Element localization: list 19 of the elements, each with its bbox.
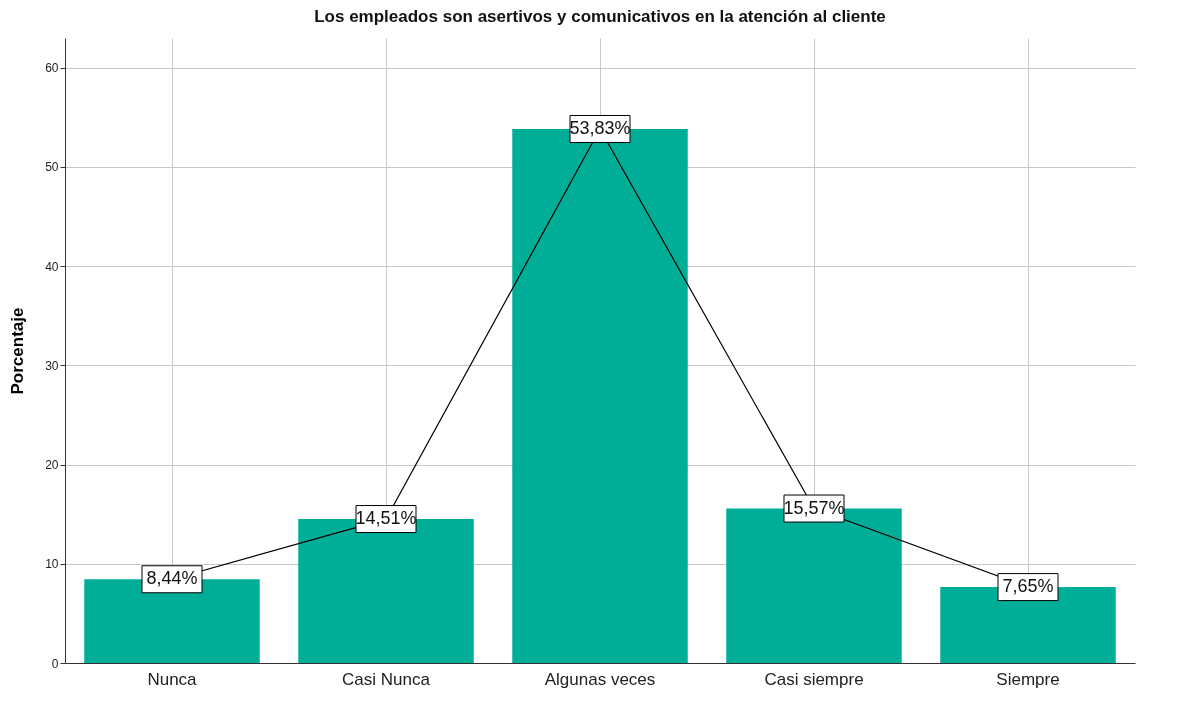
data-label: 53,83% — [569, 117, 631, 138]
chart-title: Los empleados son asertivos y comunicativos en la atención al cliente — [314, 7, 886, 26]
x-tick-label: Nunca — [147, 669, 198, 689]
data-label: 8,44% — [146, 568, 198, 589]
data-label: 7,65% — [1002, 576, 1054, 597]
y-tick-label: 60 — [45, 61, 59, 76]
y-axis-title: Porcentaje — [8, 307, 28, 395]
y-tick-label: 40 — [45, 259, 59, 274]
x-tick-label: Casi siempre — [764, 669, 864, 689]
y-tick-label: 10 — [45, 557, 59, 572]
x-tick-label: Algunas veces — [544, 669, 656, 689]
x-tick-label: Casi Nunca — [342, 669, 431, 689]
y-tick-label: 20 — [45, 458, 59, 473]
x-tick-label: Siempre — [996, 669, 1060, 689]
data-label: 15,57% — [783, 497, 845, 518]
y-tick-label: 50 — [45, 160, 59, 175]
y-tick-label: 30 — [45, 358, 59, 373]
y-tick-label: 0 — [51, 656, 59, 671]
data-label: 14,51% — [355, 508, 417, 529]
